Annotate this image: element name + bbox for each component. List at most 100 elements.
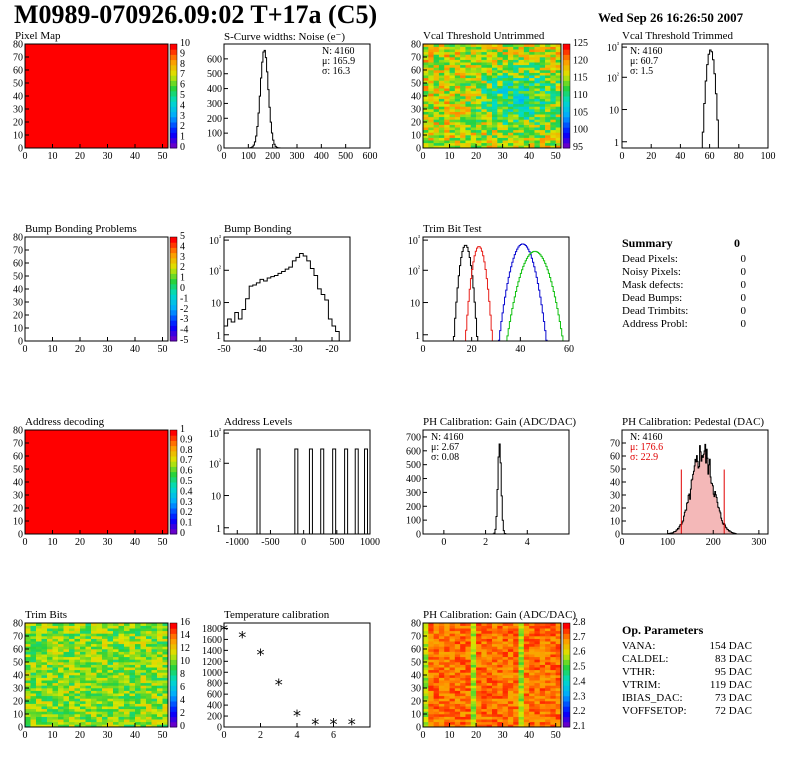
heatmap-cell [476, 646, 482, 650]
heatmap-cell [534, 88, 541, 92]
heatmap-cell [539, 623, 546, 626]
heatmap-cell [96, 654, 103, 658]
heatmap-cell [80, 643, 86, 647]
heatmap-cell [85, 714, 92, 717]
op-param-value: 83 DAC [715, 653, 752, 665]
heatmap-cell [523, 67, 530, 71]
heatmap-cell [454, 132, 461, 136]
heatmap-cell [69, 641, 75, 645]
heatmap-cell [545, 132, 551, 136]
x-tick-label: 100 [241, 151, 256, 162]
heatmap-cell [449, 129, 456, 133]
heatmap-cell [476, 721, 482, 725]
heatmap-cell [454, 44, 461, 47]
heatmap-cell [460, 98, 466, 102]
heatmap-cell [481, 641, 487, 645]
heatmap-cell [438, 103, 445, 107]
heatmap-cell [85, 682, 92, 686]
heatmap-cell [107, 682, 114, 686]
heatmap-cell [465, 641, 472, 645]
heatmap-cell [444, 122, 450, 125]
heatmap-cell [444, 721, 450, 725]
summary-row-label: Dead Pixels: [622, 253, 678, 265]
heatmap-cell [74, 643, 81, 647]
heatmap-cell [465, 711, 472, 715]
heatmap-cell [534, 651, 541, 655]
heatmap-cell [476, 101, 482, 105]
heatmap-cell [428, 93, 434, 97]
heatmap-cell [545, 695, 551, 699]
heatmap-cell [74, 698, 81, 702]
heatmap-cell [529, 695, 535, 699]
heatmap-cell [74, 659, 81, 663]
heatmap-cell [113, 633, 119, 637]
heatmap-cell [151, 719, 158, 723]
temperature-point: * [238, 628, 246, 647]
heatmap-cell [529, 706, 535, 710]
z-scale-cell [563, 116, 570, 123]
heatmap-cell [25, 656, 31, 660]
heatmap-cell [486, 140, 493, 144]
heatmap-cell [481, 695, 487, 699]
heatmap-cell [529, 111, 535, 115]
heatmap-cell [529, 101, 535, 105]
heatmap-cell [470, 625, 477, 629]
heatmap-cell [529, 67, 535, 71]
heatmap-cell [438, 93, 445, 97]
heatmap-cell [118, 651, 125, 655]
heatmap-cell [523, 106, 530, 110]
heatmap-cell [52, 719, 59, 723]
heatmap-cell [523, 145, 530, 149]
summary-title: Summary [622, 236, 673, 250]
x-tick-label: 30 [103, 151, 113, 162]
heatmap-cell [534, 724, 541, 728]
heatmap-cell [534, 90, 541, 94]
heatmap-cell [545, 54, 551, 58]
heatmap-cell [124, 625, 130, 629]
heatmap-cell [460, 667, 466, 671]
heatmap-cell [486, 132, 493, 136]
heatmap-cell [529, 664, 535, 668]
heatmap-cell [135, 656, 141, 660]
heatmap-cell [513, 630, 519, 634]
summary-row-value: 0 [740, 279, 747, 291]
heatmap-cell [438, 690, 445, 694]
heatmap-cell [96, 628, 103, 632]
y-tick-label: 50 [411, 658, 421, 669]
heatmap-cell [470, 44, 477, 47]
heatmap-cell [534, 685, 541, 689]
heatmap-cell [507, 75, 514, 79]
heatmap-cell [47, 706, 53, 710]
heatmap-cell [550, 72, 556, 76]
heatmap-cell [433, 649, 440, 652]
heatmap-cell [497, 677, 503, 681]
heatmap-cell [470, 80, 477, 84]
heatmap-cell [534, 57, 541, 60]
heatmap-cell [102, 641, 108, 645]
heatmap-cell [550, 46, 556, 50]
heatmap-cell [113, 623, 119, 626]
heatmap-cell [523, 695, 530, 699]
heatmap-cell [80, 682, 86, 686]
heatmap-cell [507, 64, 514, 68]
z-tick-label: 2.5 [573, 662, 586, 673]
heatmap-cell [486, 135, 493, 138]
heatmap-cell [135, 643, 141, 647]
heatmap-cell [444, 142, 450, 146]
heatmap-cell [523, 693, 530, 697]
op-param-label: VTHR: [622, 666, 655, 678]
heatmap-cell [74, 688, 81, 691]
z-scale-cell [170, 476, 177, 483]
heatmap-cell [113, 651, 119, 655]
z-scale-cell [170, 315, 177, 321]
heatmap-cell [529, 708, 535, 712]
heatmap-cell [470, 675, 477, 678]
heatmap-cell [428, 654, 434, 658]
heatmap-cell [423, 651, 429, 655]
heatmap-cell [423, 67, 429, 71]
heatmap-cell [433, 75, 440, 79]
heatmap-cell [52, 716, 59, 720]
heatmap-cell [534, 140, 541, 144]
heatmap-cell [497, 44, 503, 47]
